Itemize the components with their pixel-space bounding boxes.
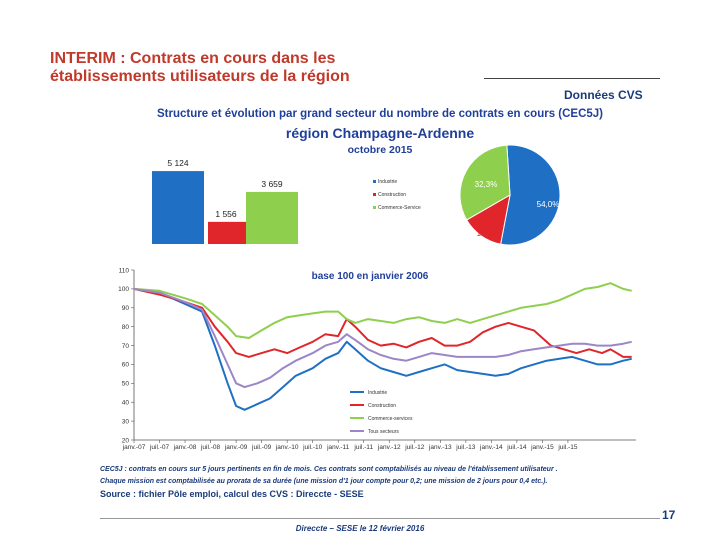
x-tick-label: janv.-11 [326, 444, 350, 451]
footer-divider [100, 518, 660, 519]
y-tick-label: 70 [122, 343, 130, 350]
y-tick-label: 30 [122, 418, 130, 425]
legend-label: Industrie [378, 179, 397, 185]
method-note: Chaque mission est comptabilisée au pror… [100, 478, 548, 485]
pie-slice-label: 32,3% [475, 180, 498, 189]
legend-label: Construction [378, 192, 406, 198]
x-tick-label: juil.-12 [404, 444, 425, 451]
y-tick-label: 60 [122, 362, 130, 369]
slide-title: INTERIM : Contrats en cours dans les éta… [50, 50, 350, 85]
x-tick-label: janv.-15 [530, 444, 554, 451]
line-legend-label: Industrie [368, 390, 387, 396]
line-legend-label: Commerce-services [368, 416, 413, 422]
bar-value-label: 5 124 [167, 158, 189, 168]
bar-chart: 5 124 1 556 3 659 [152, 158, 298, 244]
x-tick-label: janv.-07 [122, 444, 146, 451]
footer-text: Direccte – SESE le 12 février 2016 [295, 524, 425, 533]
cvs-label: Données CVS [564, 88, 643, 102]
y-tick-label: 110 [119, 267, 130, 274]
x-tick-label: janv.-10 [275, 444, 299, 451]
y-tick-label: 80 [122, 324, 130, 331]
definition-note: CEC5J : contrats en cours sur 5 jours pe… [100, 466, 558, 473]
x-tick-label: juil.-14 [506, 444, 527, 451]
legend-label: Commerce-Service [378, 205, 421, 211]
page-number: 17 [662, 508, 676, 522]
legend-swatch [373, 180, 376, 183]
bar-legend: Industrie Construction Commerce-Service [373, 179, 421, 211]
y-tick-label: 40 [122, 400, 130, 407]
x-tick-label: janv.-12 [377, 444, 401, 451]
bar-value-label: 3 659 [261, 179, 283, 189]
chart-region-title: région Champagne-Ardenne [285, 125, 475, 141]
header-divider [484, 78, 660, 79]
legend-swatch [373, 193, 376, 196]
line-legend-label: Construction [368, 403, 396, 409]
pie-slice-label: 13,7% [477, 229, 500, 238]
x-tick-label: juil.-13 [455, 444, 476, 451]
legend-swatch [373, 206, 376, 209]
y-tick-label: 90 [122, 305, 130, 312]
chart-date-title: octobre 2015 [347, 144, 413, 156]
x-tick-label: janv.-09 [224, 444, 248, 451]
x-tick-label: juil.-07 [149, 444, 170, 451]
x-tick-label: juil.-10 [302, 444, 323, 451]
line-series-4 [133, 287, 632, 389]
line-legend-label: Tous secteurs [368, 429, 399, 435]
bar-1 [152, 171, 204, 244]
line-legend: Industrie Construction Commerce-services To… [350, 390, 413, 435]
pie-slice-3 [459, 144, 511, 221]
x-tick-label: juil.-11 [353, 444, 373, 451]
x-tick-label: juil.-15 [557, 444, 578, 451]
bar-3 [246, 191, 298, 244]
y-tick-label: 100 [118, 286, 129, 293]
source-note: Source : fichier Pôle emploi, calcul des… [100, 489, 364, 499]
x-tick-label: juil.-09 [251, 444, 272, 451]
line-series-3 [133, 282, 632, 339]
chart-title: Structure et évolution par grand secteur… [156, 108, 604, 120]
line-series-1 [133, 287, 632, 411]
bar-value-label: 1 556 [215, 209, 237, 219]
x-tick-label: janv.-14 [479, 444, 503, 451]
y-tick-label: 20 [122, 437, 130, 444]
bar-2 [208, 221, 246, 244]
x-tick-label: janv.-13 [428, 444, 452, 451]
y-tick-label: 50 [122, 381, 130, 388]
line-series-2 [133, 287, 632, 358]
pie-slice-label: 54,0% [537, 200, 560, 209]
pie-chart: 54,0% 13,7% 32,3% [459, 144, 561, 246]
x-tick-label: janv.-08 [173, 444, 197, 451]
base-annotation: base 100 en janvier 2006 [312, 271, 429, 282]
x-tick-label: juil.-08 [200, 444, 221, 451]
pie-slice-1 [500, 144, 561, 246]
